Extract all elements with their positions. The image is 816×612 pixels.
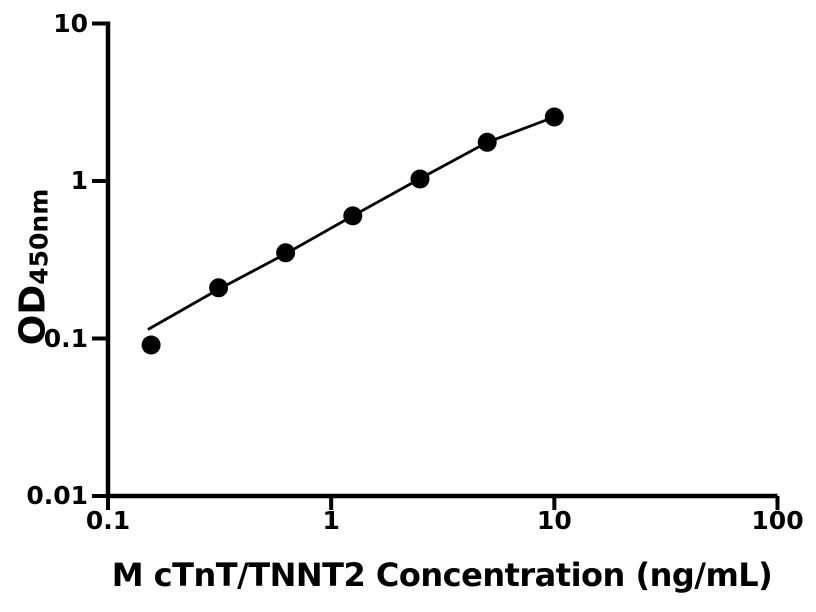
data-point-marker <box>410 169 430 189</box>
x-tick-label: 10 <box>536 506 572 535</box>
x-tick-label: 0.1 <box>85 506 131 535</box>
y-tick-label: 0.01 <box>26 481 88 510</box>
y-tick-label: 0.1 <box>43 323 88 353</box>
data-point-marker <box>477 132 497 152</box>
y-axis-title-sub: 450nm <box>24 188 54 285</box>
x-tick-label: 100 <box>751 506 804 535</box>
data-point-marker <box>141 335 161 355</box>
x-tick-label: 1 <box>322 506 340 535</box>
y-axis-title: OD450nm <box>13 189 54 346</box>
data-point-marker <box>276 243 296 263</box>
data-point-marker <box>209 278 229 298</box>
x-axis-title: M cTnT/TNNT2 Concentration (ng/mL) <box>111 556 773 594</box>
axis-spines <box>105 21 778 499</box>
y-axis-title-main: OD <box>12 284 54 346</box>
y-tick-label: 1 <box>70 166 88 195</box>
data-point-marker <box>343 206 363 226</box>
y-tick-label: 10 <box>53 8 88 38</box>
data-point-marker <box>544 107 564 127</box>
